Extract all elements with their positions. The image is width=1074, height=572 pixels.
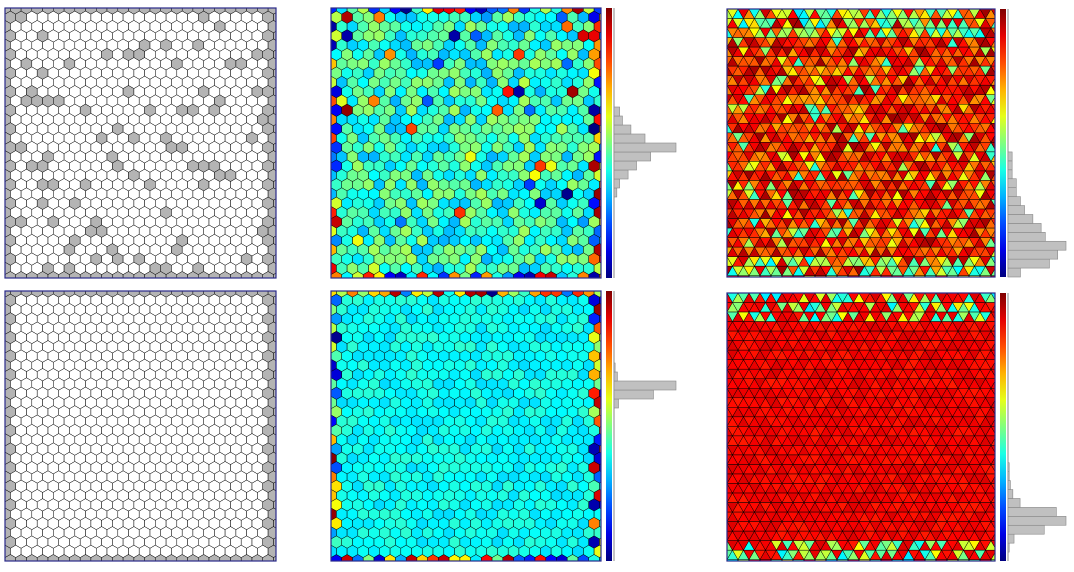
- colorbar-top-right: [1000, 9, 1006, 277]
- mesh-cells: [331, 8, 601, 278]
- histogram-bar: [613, 169, 629, 180]
- histogram-bar: [613, 398, 619, 409]
- histogram-bar: [1007, 498, 1021, 508]
- histogram-bar: [1007, 507, 1057, 517]
- histogram-bar: [1007, 249, 1059, 260]
- panel-top-middle: [330, 7, 602, 279]
- histogram-bar: [1007, 240, 1067, 251]
- panel-bottom-middle: [330, 290, 602, 562]
- histogram-bar: [1007, 223, 1042, 233]
- histogram-bar: [1007, 151, 1013, 162]
- panel-bottom-left: [4, 290, 277, 562]
- histogram-bar: [1007, 205, 1025, 215]
- histogram-bar: [613, 151, 651, 162]
- histogram-bottom-right: [1007, 293, 1067, 561]
- histogram-bar: [1007, 214, 1034, 224]
- panel-frame: [330, 7, 602, 279]
- histogram-bar: [1007, 169, 1013, 180]
- histogram-bar: [613, 380, 677, 391]
- mesh-cells: [727, 293, 995, 561]
- histogram-bar: [613, 124, 632, 135]
- colorbar-top-middle: [606, 8, 612, 278]
- histogram-bar: [613, 371, 618, 382]
- panel-bottom-right: [726, 292, 996, 562]
- histogram-bar: [613, 106, 620, 117]
- panel-frame: [330, 290, 602, 562]
- histogram-bar: [1007, 232, 1046, 242]
- histogram-bar: [613, 178, 620, 189]
- histogram-bottom-middle: [613, 291, 677, 561]
- histogram-bar: [613, 362, 616, 373]
- histogram-top-middle: [613, 8, 677, 278]
- histogram-bar: [1007, 533, 1015, 544]
- mesh-cells: [727, 9, 995, 277]
- histogram-bar: [1007, 178, 1017, 188]
- histogram-bar: [1007, 267, 1021, 278]
- mesh-cells: [5, 8, 276, 278]
- mesh-cells: [331, 291, 601, 561]
- panel-frame: [726, 8, 996, 278]
- mesh-cells: [5, 291, 276, 561]
- panel-frame: [726, 292, 996, 562]
- colorbar-bottom-middle: [606, 291, 612, 561]
- histogram-bar: [1007, 160, 1013, 171]
- histogram-bar: [613, 389, 654, 400]
- histogram-bar: [1007, 196, 1021, 206]
- histogram-bar: [613, 187, 618, 198]
- histogram-bar: [1007, 489, 1014, 499]
- histogram-bar: [613, 133, 646, 144]
- histogram-bar: [1007, 471, 1010, 481]
- panel-top-right: [726, 8, 996, 278]
- histogram-bar: [613, 160, 637, 171]
- histogram-top-right: [1007, 9, 1067, 278]
- histogram-bar: [1007, 524, 1045, 535]
- colorbar-bottom-right: [1000, 293, 1006, 561]
- histogram-bar: [1007, 462, 1010, 472]
- panel-frame: [4, 290, 277, 562]
- histogram-bar: [1007, 187, 1017, 197]
- histogram-bar: [1007, 516, 1067, 526]
- histogram-bar: [613, 142, 677, 153]
- panel-top-left: [4, 7, 277, 279]
- histogram-bar: [1007, 258, 1050, 269]
- histogram-bar: [1007, 480, 1011, 490]
- histogram-bar: [613, 115, 623, 126]
- panel-frame: [4, 7, 277, 279]
- histogram-bar: [1007, 542, 1010, 553]
